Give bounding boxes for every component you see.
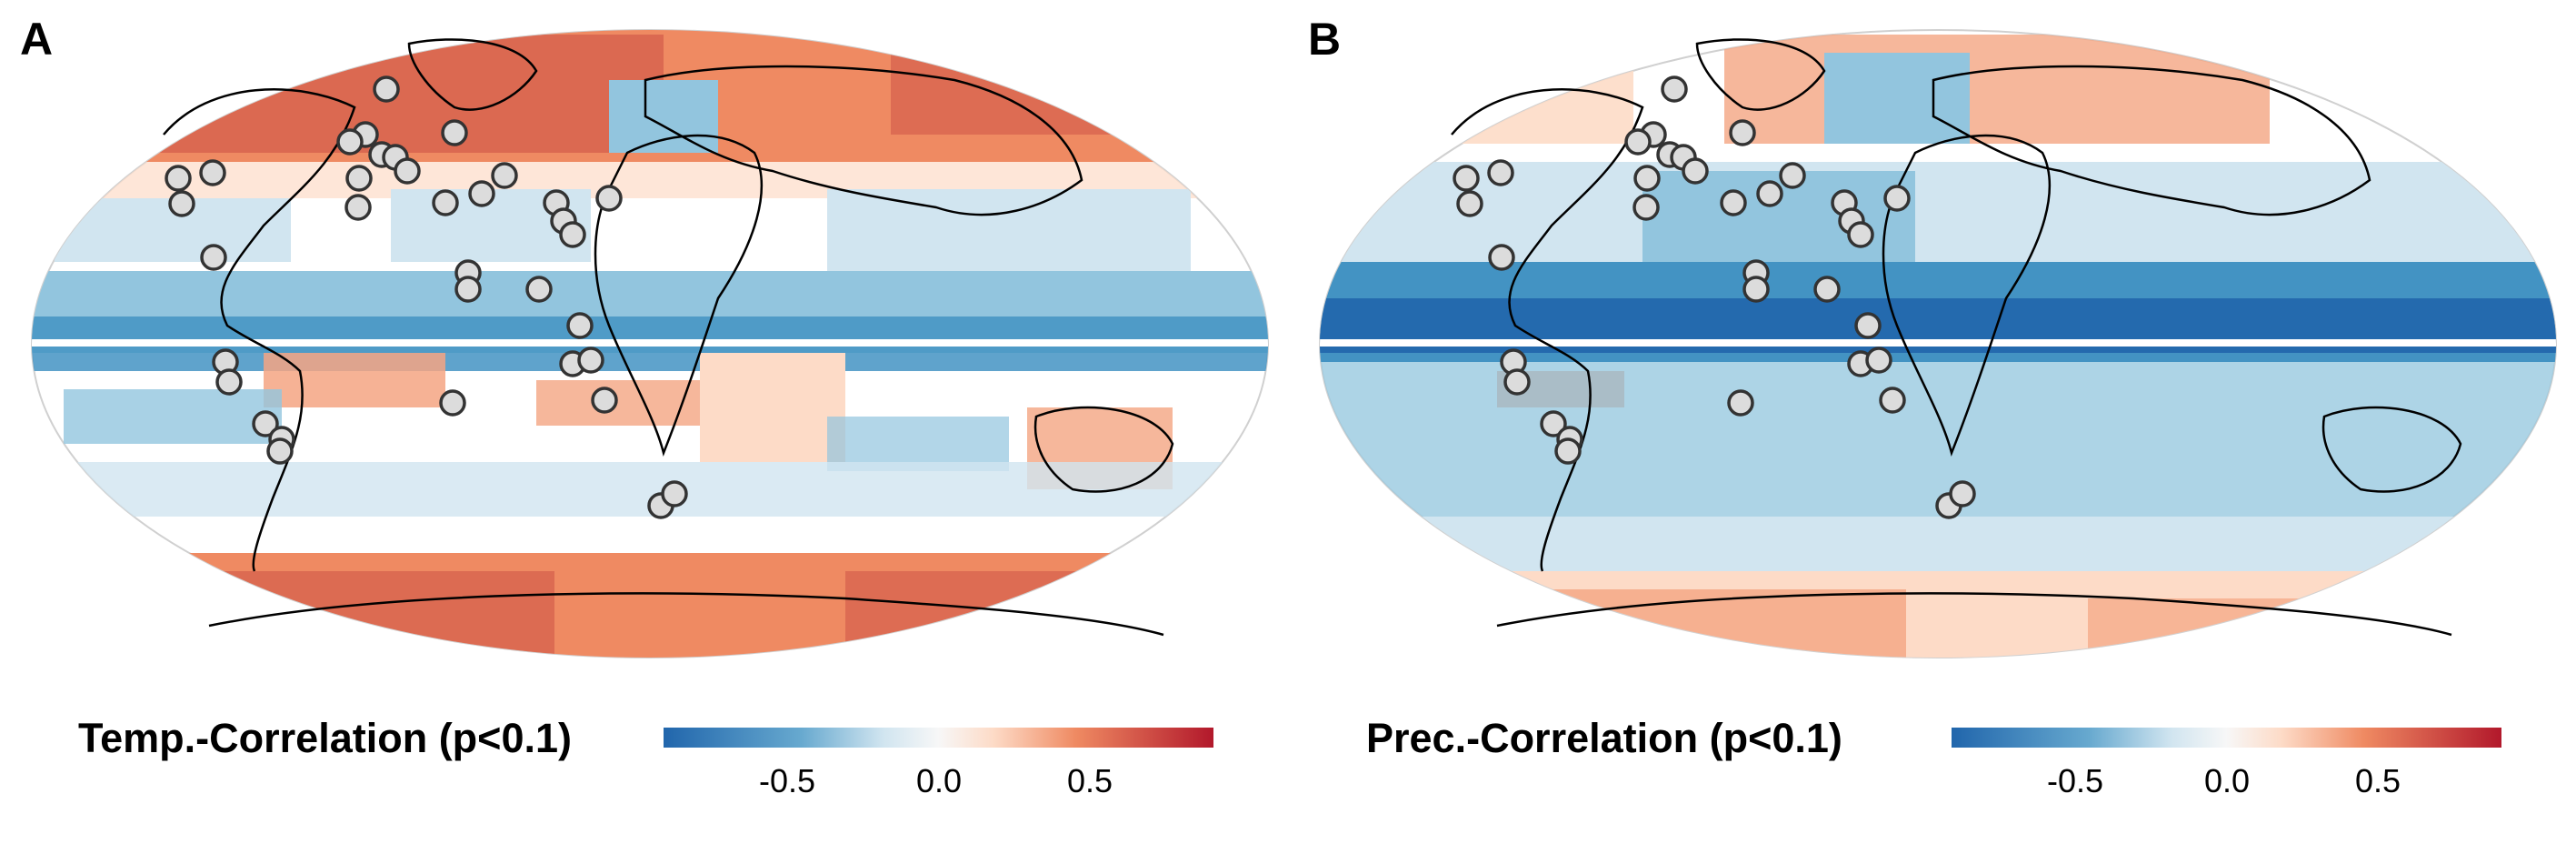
site-marker — [1624, 128, 1652, 156]
site-marker — [439, 389, 466, 417]
site-markers — [1453, 75, 1976, 519]
site-marker — [1453, 165, 1480, 192]
site-marker — [559, 221, 586, 248]
site-marker — [199, 159, 226, 186]
site-marker — [1661, 75, 1688, 103]
site-marker — [566, 312, 594, 339]
site-marker — [200, 244, 227, 271]
colorbar-tick-label: 0.0 — [915, 762, 963, 799]
site-marker — [1720, 189, 1747, 216]
panel-letter: A — [20, 14, 54, 65]
site-marker — [1633, 165, 1661, 192]
site-marker — [215, 368, 243, 396]
site-marker — [1854, 312, 1882, 339]
site-marker — [577, 347, 604, 374]
panel-letter: B — [1308, 14, 1342, 65]
antarctic-positive-band — [1320, 571, 2556, 658]
site-marker — [1456, 190, 1483, 217]
site-marker — [1540, 410, 1567, 437]
legend-title: Temp.-Correlation (p<0.1) — [78, 715, 572, 761]
colorbar-tick-label: 0.5 — [2354, 762, 2401, 799]
site-marker — [1879, 387, 1906, 414]
site-marker — [168, 190, 195, 217]
site-marker — [336, 128, 364, 156]
site-marker — [1488, 244, 1515, 271]
temperature-correlation-map — [31, 29, 1269, 658]
site-marker — [1729, 119, 1756, 146]
north-atlantic-negative — [609, 80, 718, 153]
site-marker — [394, 157, 421, 185]
site-marker — [345, 165, 373, 192]
colorbar — [1952, 728, 2501, 748]
antarctic-positive-band — [32, 553, 1268, 658]
colorbar-tick-label: -0.5 — [758, 762, 816, 799]
site-marker — [1554, 437, 1582, 465]
site-marker — [1503, 368, 1531, 396]
site-marker — [595, 185, 623, 212]
colorbar-tick-label: 0.5 — [1066, 762, 1113, 799]
site-marker — [1847, 221, 1874, 248]
site-marker — [252, 410, 279, 437]
colorbar-tick-label: -0.5 — [2046, 762, 2104, 799]
site-marker — [468, 180, 495, 207]
panel-a: A — [20, 14, 1269, 799]
colorbar-tick-label: 0.0 — [2203, 762, 2251, 799]
coastlines — [163, 38, 1174, 637]
site-marker — [454, 276, 482, 303]
site-marker — [432, 189, 459, 216]
site-marker — [491, 162, 518, 189]
site-marker — [344, 194, 372, 221]
site-marker — [1865, 347, 1892, 374]
site-marker — [1883, 185, 1911, 212]
site-marker — [591, 387, 618, 414]
site-marker — [1727, 389, 1754, 417]
site-marker — [266, 437, 294, 465]
site-marker — [165, 165, 192, 192]
site-marker — [1682, 157, 1709, 185]
coastlines — [1451, 38, 2462, 637]
site-marker — [1487, 159, 1514, 186]
site-markers — [165, 75, 688, 519]
site-marker — [1742, 276, 1770, 303]
site-marker — [1779, 162, 1806, 189]
site-marker — [373, 75, 400, 103]
site-marker — [441, 119, 468, 146]
legend-title: Prec.-Correlation (p<0.1) — [1366, 715, 1842, 761]
precipitation-correlation-map — [1319, 29, 2557, 658]
colorbar — [664, 728, 1213, 748]
site-marker — [1949, 480, 1976, 507]
panel-b: B — [1288, 0, 2576, 854]
site-marker — [525, 276, 553, 303]
north-atlantic-negative — [1824, 53, 1970, 144]
site-marker — [661, 480, 688, 507]
site-marker — [1756, 180, 1783, 207]
site-marker — [1632, 194, 1660, 221]
site-marker — [1813, 276, 1841, 303]
